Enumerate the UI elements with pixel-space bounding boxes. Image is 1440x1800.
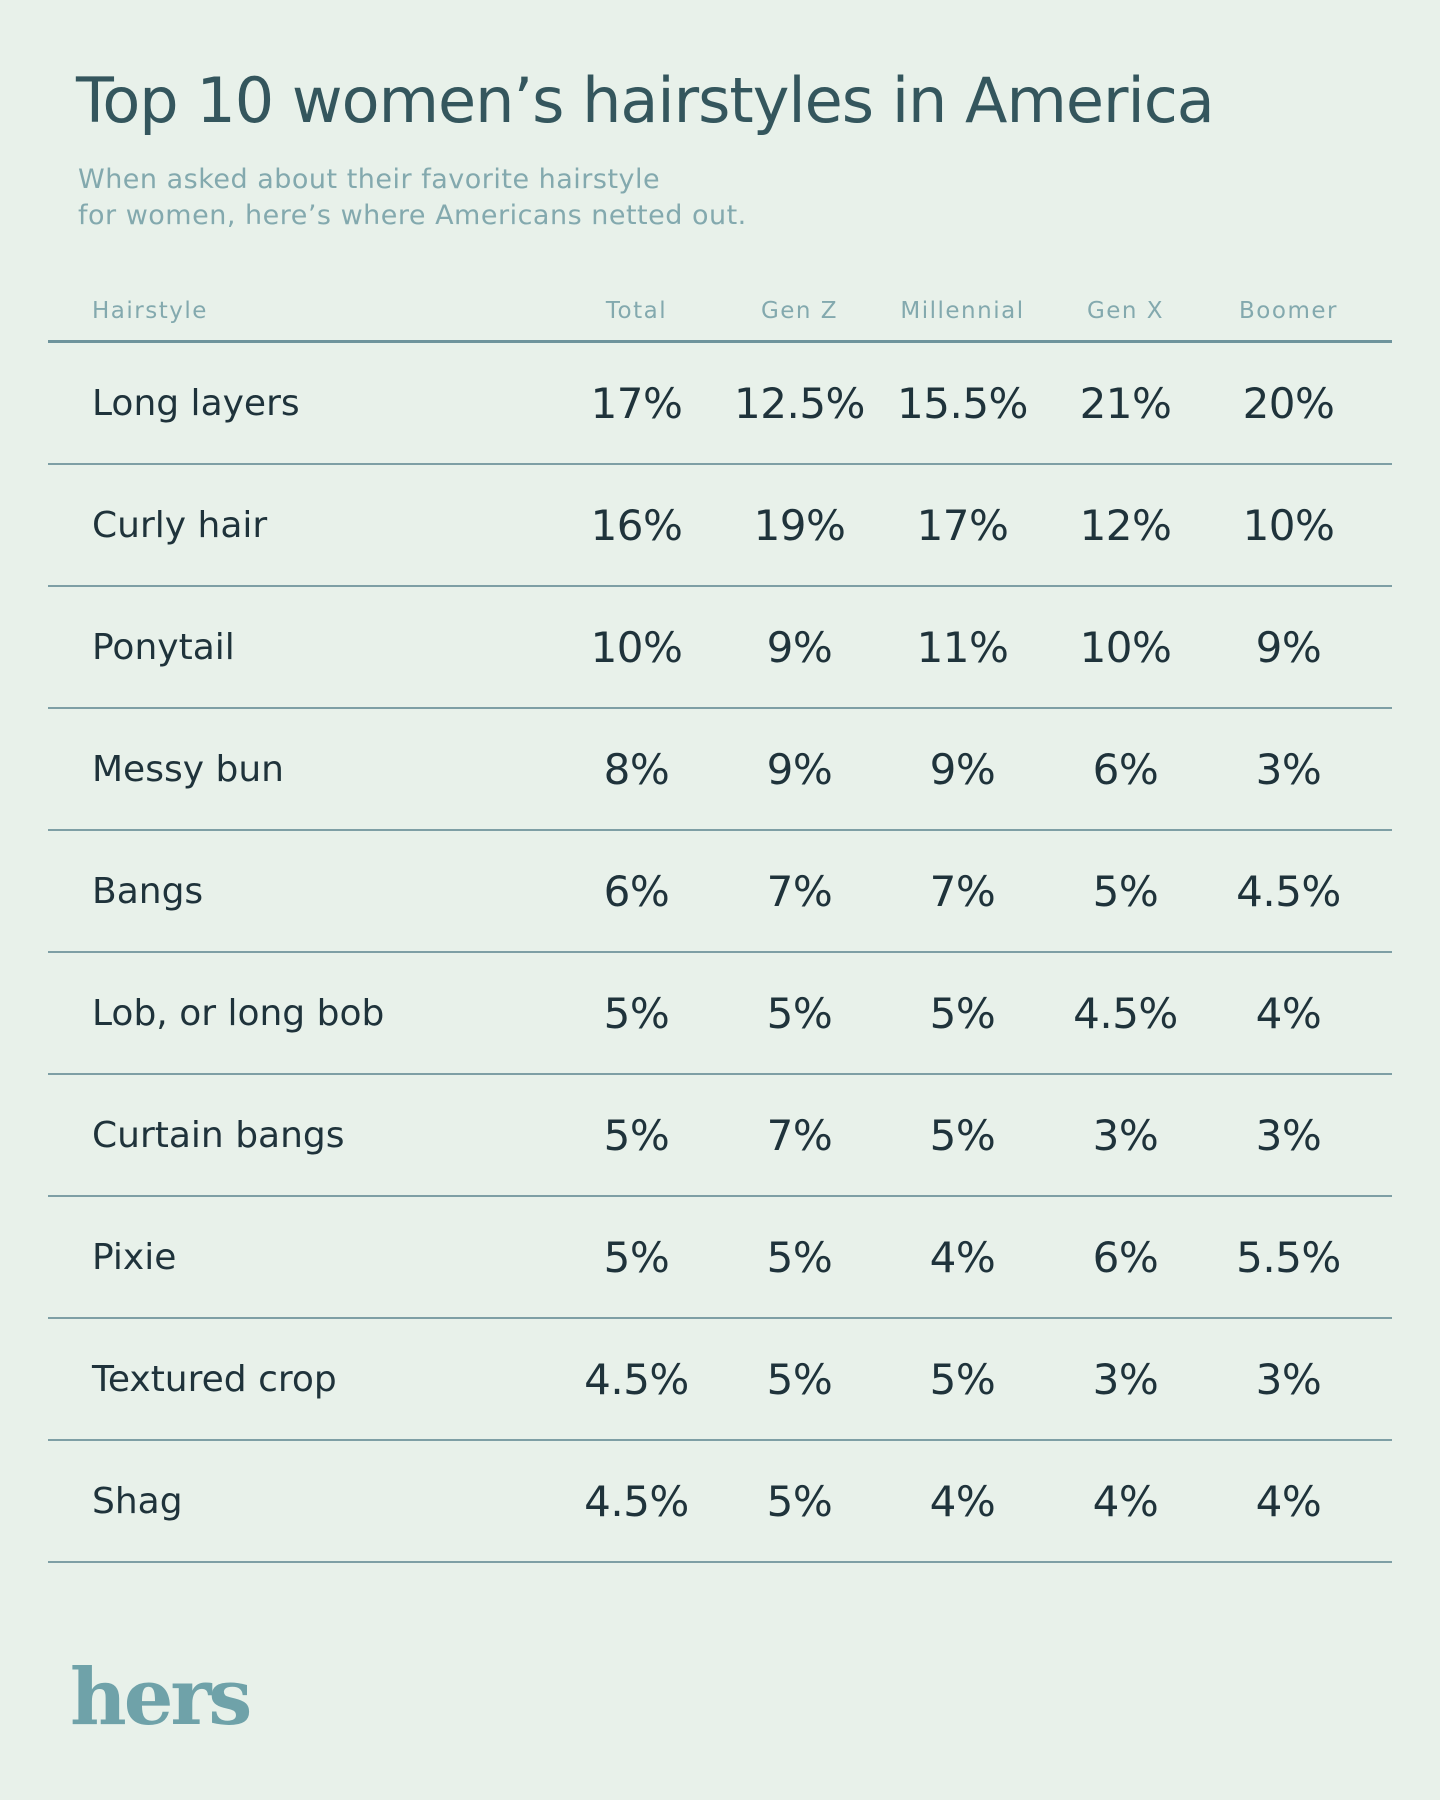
table-row-long-layers: Long layers 17% 12.5% 15.5% 21% 20% xyxy=(48,343,1392,465)
cell-value: 10% xyxy=(1079,622,1172,672)
cell-value: 5% xyxy=(929,988,996,1038)
subtitle-line-2: for women, here’s where Americans netted… xyxy=(78,200,747,231)
table-row-curly-hair: Curly hair 16% 19% 17% 12% 10% xyxy=(48,465,1392,587)
cell-value: 7% xyxy=(766,1110,833,1160)
cell-value: 4.5% xyxy=(1073,988,1178,1038)
page-subtitle: When asked about their favorite hairstyl… xyxy=(78,162,1440,234)
cell-value: 4% xyxy=(1255,1476,1322,1526)
cell-value: 5% xyxy=(603,988,670,1038)
cell-value: 3% xyxy=(1092,1354,1159,1404)
hers-logo: hers xyxy=(70,1652,252,1743)
cell-value: 4% xyxy=(929,1232,996,1282)
column-header-genz: Gen Z xyxy=(760,298,839,324)
cell-value: 5% xyxy=(766,1354,833,1404)
cell-value: 9% xyxy=(929,744,996,794)
row-label: Bangs xyxy=(92,870,204,912)
cell-value: 9% xyxy=(766,622,833,672)
row-label: Messy bun xyxy=(92,748,284,790)
cell-value: 6% xyxy=(1092,1232,1159,1282)
cell-value: 5% xyxy=(929,1354,996,1404)
cell-value: 5% xyxy=(766,1232,833,1282)
cell-value: 4% xyxy=(1255,988,1322,1038)
cell-value: 17% xyxy=(916,500,1009,550)
cell-value: 4% xyxy=(1092,1476,1159,1526)
cell-value: 4.5% xyxy=(584,1476,689,1526)
cell-value: 5% xyxy=(929,1110,996,1160)
cell-value: 16% xyxy=(590,500,683,550)
cell-value: 3% xyxy=(1255,1354,1322,1404)
page-title: Top 10 women’s hairstyles in America xyxy=(76,64,1215,137)
cell-value: 4.5% xyxy=(584,1354,689,1404)
cell-value: 5.5% xyxy=(1236,1232,1341,1282)
cell-value: 5% xyxy=(1092,866,1159,916)
cell-value: 20% xyxy=(1242,378,1335,428)
row-label: Textured crop xyxy=(92,1358,337,1400)
column-header-boomer: Boomer xyxy=(1239,298,1338,324)
table-header-row: Hairstyle Total Gen Z Millennial Gen X B… xyxy=(48,284,1392,343)
row-label: Long layers xyxy=(92,382,300,424)
cell-value: 3% xyxy=(1092,1110,1159,1160)
hairstyles-table: Hairstyle Total Gen Z Millennial Gen X B… xyxy=(48,284,1392,1563)
column-header-total: Total xyxy=(605,298,668,324)
table-row-pixie: Pixie 5% 5% 4% 6% 5.5% xyxy=(48,1197,1392,1319)
cell-value: 5% xyxy=(766,988,833,1038)
cell-value: 6% xyxy=(603,866,670,916)
cell-value: 11% xyxy=(916,622,1009,672)
cell-value: 15.5% xyxy=(897,378,1028,428)
cell-value: 12.5% xyxy=(734,378,865,428)
row-label: Shag xyxy=(92,1480,183,1522)
cell-value: 9% xyxy=(1255,622,1322,672)
table-row-ponytail: Ponytail 10% 9% 11% 10% 9% xyxy=(48,587,1392,709)
table-row-lob: Lob, or long bob 5% 5% 5% 4.5% 4% xyxy=(48,953,1392,1075)
column-header-genx: Gen X xyxy=(1086,298,1165,324)
table-row-bangs: Bangs 6% 7% 7% 5% 4.5% xyxy=(48,831,1392,953)
cell-value: 10% xyxy=(1242,500,1335,550)
row-label: Curly hair xyxy=(92,504,268,546)
cell-value: 5% xyxy=(603,1232,670,1282)
cell-value: 3% xyxy=(1255,744,1322,794)
table-row-curtain-bangs: Curtain bangs 5% 7% 5% 3% 3% xyxy=(48,1075,1392,1197)
row-label: Pixie xyxy=(92,1236,177,1278)
cell-value: 7% xyxy=(766,866,833,916)
column-header-millennial: Millennial xyxy=(900,298,1025,324)
column-header-hairstyle: Hairstyle xyxy=(92,298,208,324)
row-label: Curtain bangs xyxy=(92,1114,345,1156)
subtitle-line-1: When asked about their favorite hairstyl… xyxy=(78,164,661,195)
cell-value: 19% xyxy=(753,500,846,550)
cell-value: 7% xyxy=(929,866,996,916)
cell-value: 6% xyxy=(1092,744,1159,794)
cell-value: 4.5% xyxy=(1236,866,1341,916)
table-row-textured-crop: Textured crop 4.5% 5% 5% 3% 3% xyxy=(48,1319,1392,1441)
cell-value: 4% xyxy=(929,1476,996,1526)
table-row-shag: Shag 4.5% 5% 4% 4% 4% xyxy=(48,1441,1392,1563)
cell-value: 12% xyxy=(1079,500,1172,550)
cell-value: 8% xyxy=(603,744,670,794)
cell-value: 9% xyxy=(766,744,833,794)
cell-value: 17% xyxy=(590,378,683,428)
cell-value: 5% xyxy=(603,1110,670,1160)
table-row-messy-bun: Messy bun 8% 9% 9% 6% 3% xyxy=(48,709,1392,831)
row-label: Lob, or long bob xyxy=(92,992,385,1034)
row-label: Ponytail xyxy=(92,626,235,668)
cell-value: 3% xyxy=(1255,1110,1322,1160)
cell-value: 10% xyxy=(590,622,683,672)
cell-value: 21% xyxy=(1079,378,1172,428)
cell-value: 5% xyxy=(766,1476,833,1526)
